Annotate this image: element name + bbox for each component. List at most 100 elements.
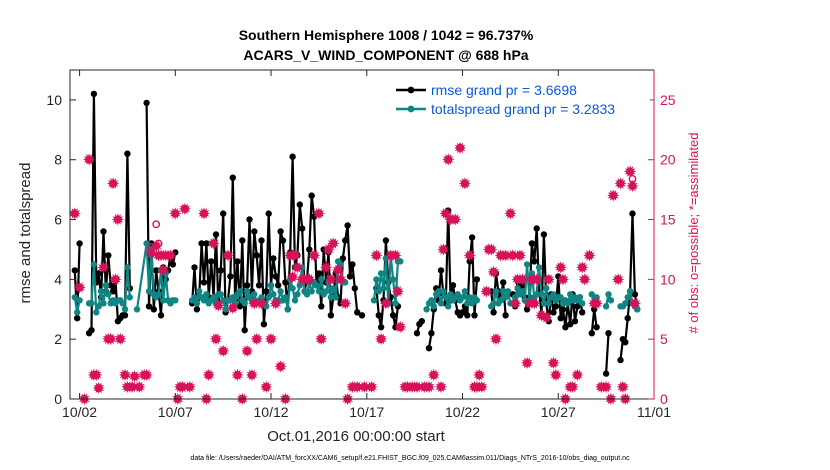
obs-possible-marker [403, 383, 412, 391]
spread-point [270, 291, 277, 298]
rmse-point [389, 312, 397, 319]
obs-assimilated-marker: ✹ [626, 178, 640, 194]
rmse-point [253, 252, 260, 259]
rmse-point [145, 303, 153, 310]
plot-area [70, 70, 654, 399]
spread-point [464, 300, 471, 307]
spread-point [210, 294, 217, 301]
obs-assimilated-marker: ✹ [437, 242, 451, 258]
obs-possible-marker [391, 251, 400, 260]
rmse-point [251, 228, 258, 235]
obs-assimilated-marker: ✹ [176, 379, 190, 395]
rmse-point [241, 327, 248, 334]
obs-assimilated-marker: ✹ [338, 295, 352, 311]
spread-point [442, 294, 449, 301]
obs-possible-marker [212, 335, 220, 344]
obs-possible-marker [614, 275, 622, 284]
obs-possible-marker [250, 299, 259, 308]
spread-line-segment [425, 290, 478, 310]
rmse-point [239, 237, 246, 244]
spread-point [222, 306, 229, 313]
rmse-point [143, 99, 150, 107]
obs-possible-marker [109, 179, 118, 188]
spread-point [105, 291, 112, 298]
obs-possible-marker [530, 299, 539, 308]
obs-possible-marker [317, 335, 326, 344]
obs-assimilated-marker: ✹ [623, 164, 637, 180]
obs-possible-marker [523, 359, 531, 367]
obs-assimilated-marker: ✹ [152, 247, 166, 263]
spread-point [389, 276, 397, 283]
obs-assimilated-marker: ✹ [566, 379, 580, 395]
obs-possible-marker [90, 371, 98, 379]
spread-point [267, 282, 275, 289]
obs-assimilated-marker: ✹ [73, 280, 87, 296]
spread-point [102, 282, 110, 289]
obs-possible-marker [114, 215, 122, 224]
obs-assimilated-marker: ✹ [291, 259, 305, 275]
spread-point [514, 285, 521, 292]
rmse-point [100, 228, 107, 235]
obs-assimilated-marker: ✹ [389, 247, 403, 263]
y-left-tick-label: 8 [54, 152, 62, 168]
obs-assimilated-marker: ✹ [549, 367, 563, 383]
obs-possible-marker [92, 371, 101, 379]
rmse-point [275, 282, 282, 289]
obs-assimilated-marker: ✹ [209, 331, 223, 347]
obs-possible-marker [233, 371, 242, 379]
spread-point [97, 288, 105, 295]
rmse-point [528, 240, 536, 247]
obs-assimilated-marker: ✹ [439, 206, 453, 222]
spread-point [308, 288, 315, 295]
spread-point [437, 300, 445, 307]
obs-possible-marker [372, 251, 381, 260]
rmse-point [227, 273, 234, 280]
rmse-point [270, 255, 277, 262]
obs-possible-marker [401, 383, 409, 391]
obs-assimilated-marker: ✹ [97, 259, 111, 275]
obs-possible-series [70, 143, 639, 403]
spread-point [157, 267, 165, 274]
rmse-point [308, 192, 315, 199]
obs-possible-marker [444, 155, 453, 164]
obs-possible-marker [609, 191, 618, 200]
rmse-point [593, 324, 600, 331]
obs-assimilated-marker: ✹ [444, 212, 458, 228]
spread-point [385, 300, 392, 307]
obs-possible-marker [367, 383, 376, 391]
obs-possible-marker [489, 268, 498, 277]
obs-assimilated-marker: ✹ [111, 212, 125, 228]
spread-point [392, 300, 399, 307]
obs-possible-marker [628, 174, 637, 183]
rmse-point [437, 267, 445, 274]
spread-point [545, 300, 552, 307]
rmse-point [107, 282, 114, 289]
rmse-point [339, 255, 347, 262]
legend: rmse grand pr = 3.6698 totalspread grand … [392, 78, 650, 120]
obs-possible-marker [257, 299, 266, 308]
obs-assimilated-marker: ✹ [300, 271, 314, 287]
spread-point [217, 291, 224, 298]
obs-possible-marker [159, 265, 168, 274]
rmse-point [466, 258, 473, 265]
rmse-point [220, 210, 227, 217]
obs-assimilated-marker: ✹ [240, 343, 254, 359]
obs-possible-marker [446, 215, 455, 224]
spread-point [459, 294, 466, 301]
obs-assimilated-marker: ✹ [202, 367, 216, 383]
spread-point [71, 294, 79, 301]
obs-assimilated-marker: ✹ [578, 271, 592, 287]
obs-possible-marker [252, 335, 261, 344]
obs-possible-marker [472, 383, 481, 391]
obs-possible-marker [556, 263, 565, 272]
obs-possible-marker [501, 251, 510, 260]
rmse-point [471, 312, 478, 319]
obs-assimilated-marker: ✹ [374, 331, 388, 347]
obs-assimilated-marker: ✹ [554, 259, 568, 275]
spread-point [557, 294, 564, 301]
spread-point [490, 300, 497, 307]
spread-point [370, 297, 378, 304]
obs-assimilated-marker: ✹ [539, 310, 553, 326]
obs-assimilated-marker: ✹ [104, 331, 118, 347]
spread-point [100, 300, 107, 307]
